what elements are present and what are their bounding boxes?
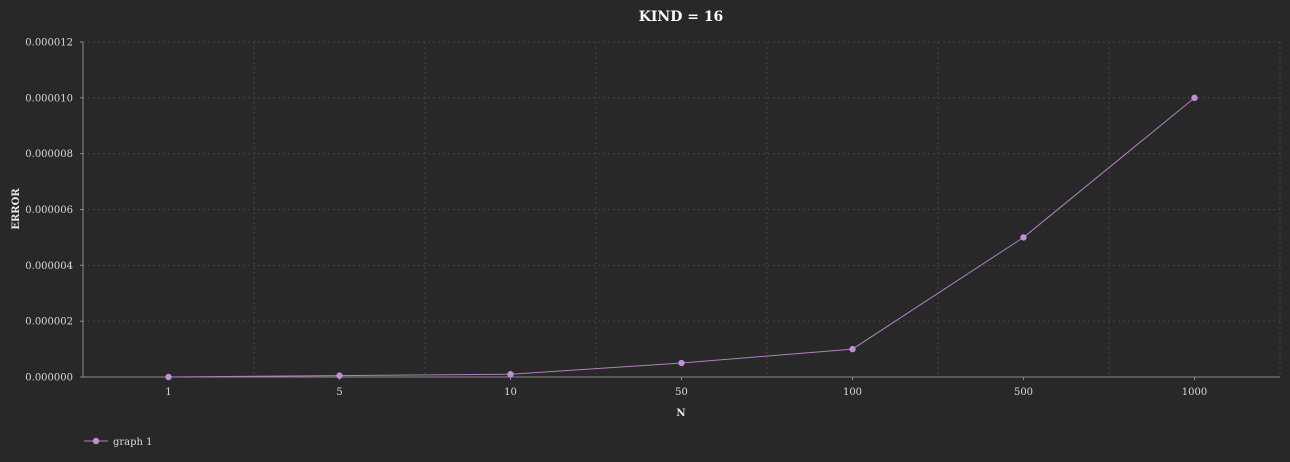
series-line (168, 97, 1195, 378)
x-tick-label: 10 (504, 387, 517, 398)
data-point[interactable] (678, 359, 685, 367)
y-axis-title: ERROR (11, 188, 22, 230)
chart-title: KIND = 16 (639, 9, 724, 25)
x-tick-label: 1 (165, 387, 171, 398)
x-axis-title: N (676, 408, 685, 419)
data-point[interactable] (1191, 94, 1198, 102)
x-tick-label: 5 (336, 387, 342, 398)
legend-label: graph 1 (113, 437, 153, 448)
y-tick-label: 0.000008 (25, 149, 73, 160)
x-tick-label: 100 (843, 387, 862, 398)
y-tick-label: 0.000002 (25, 317, 73, 328)
y-tick-label: 0.000004 (25, 261, 73, 272)
y-tick-label: 0.000012 (25, 38, 73, 49)
grid (83, 41, 1281, 377)
legend[interactable]: graph 1 (84, 437, 153, 448)
data-point[interactable] (849, 345, 856, 353)
data-point[interactable] (336, 372, 343, 379)
data-point[interactable] (1020, 234, 1027, 241)
y-tick-label: 0.000010 (25, 93, 73, 104)
x-tick-label: 500 (1014, 387, 1033, 398)
y-tick-label: 0.000000 (25, 373, 73, 384)
data-point[interactable] (165, 373, 172, 381)
axes (82, 42, 1280, 378)
y-tick-label: 0.000006 (25, 205, 73, 216)
y-tick-labels: 0.000000 0.000002 0.000004 0.000006 0.000008… (25, 38, 83, 384)
series-layer (165, 94, 1198, 381)
legend-marker-swatch (92, 437, 100, 445)
x-tick-labels: 1 5 10 50 100 500 1000 (165, 377, 1207, 398)
data-point[interactable] (507, 371, 514, 378)
x-tick-label: 50 (675, 387, 688, 398)
x-tick-label: 1000 (1182, 387, 1207, 398)
